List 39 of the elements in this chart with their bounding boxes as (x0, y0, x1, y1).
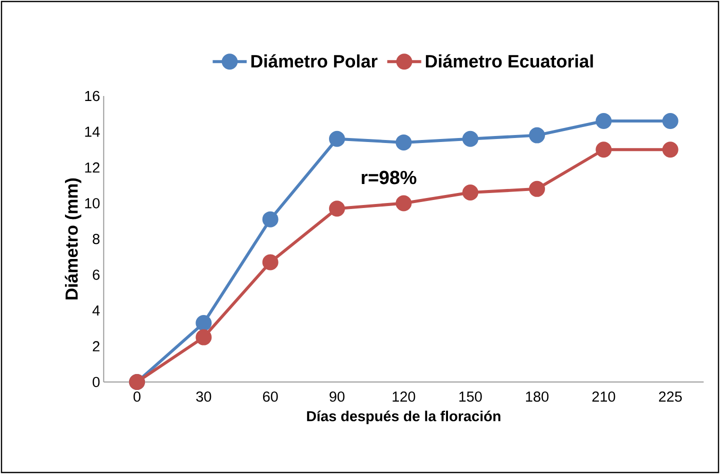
point (596, 142, 612, 158)
y-tick-label: 4 (92, 306, 100, 316)
point (529, 127, 546, 144)
point (329, 130, 346, 147)
y-tick-label: 2 (92, 341, 100, 352)
x-tick-label: 210 (592, 392, 616, 402)
x-tick-label: 150 (459, 392, 482, 402)
y-tick-label: 0 (92, 376, 100, 388)
point (462, 184, 478, 201)
point (462, 130, 478, 147)
point (596, 113, 612, 130)
legend-label: Diámetro Ecuatorial (426, 54, 593, 68)
annotation: r=98% (362, 170, 416, 184)
point (662, 142, 678, 158)
x-tick-label: 120 (392, 392, 416, 402)
y-tick-label: 10 (85, 198, 100, 208)
y-tick-label: 6 (92, 270, 100, 280)
point (262, 211, 278, 228)
point (262, 254, 278, 270)
point (196, 314, 212, 331)
point (662, 113, 678, 130)
y-axis-title: Diámetro (mm) (64, 178, 82, 300)
x-tick-label: 180 (526, 392, 548, 402)
point (396, 195, 412, 212)
x-tick-label: 30 (196, 392, 212, 402)
legend-label: Diámetro Polar (251, 54, 378, 68)
x-tick-label: 0 (134, 392, 140, 402)
point (396, 134, 412, 150)
x-axis-title: Días después de la floración (307, 410, 500, 424)
point (329, 200, 346, 217)
y-tick-label: 8 (92, 234, 100, 244)
x-tick-label: 90 (330, 392, 344, 402)
point (529, 180, 546, 197)
y-tick-label: 16 (85, 90, 100, 102)
x-tick-label: 225 (659, 392, 682, 402)
x-tick-label: 60 (263, 392, 278, 402)
y-tick-label: 12 (85, 162, 100, 173)
y-tick-label: 14 (85, 126, 100, 137)
point (196, 329, 212, 346)
